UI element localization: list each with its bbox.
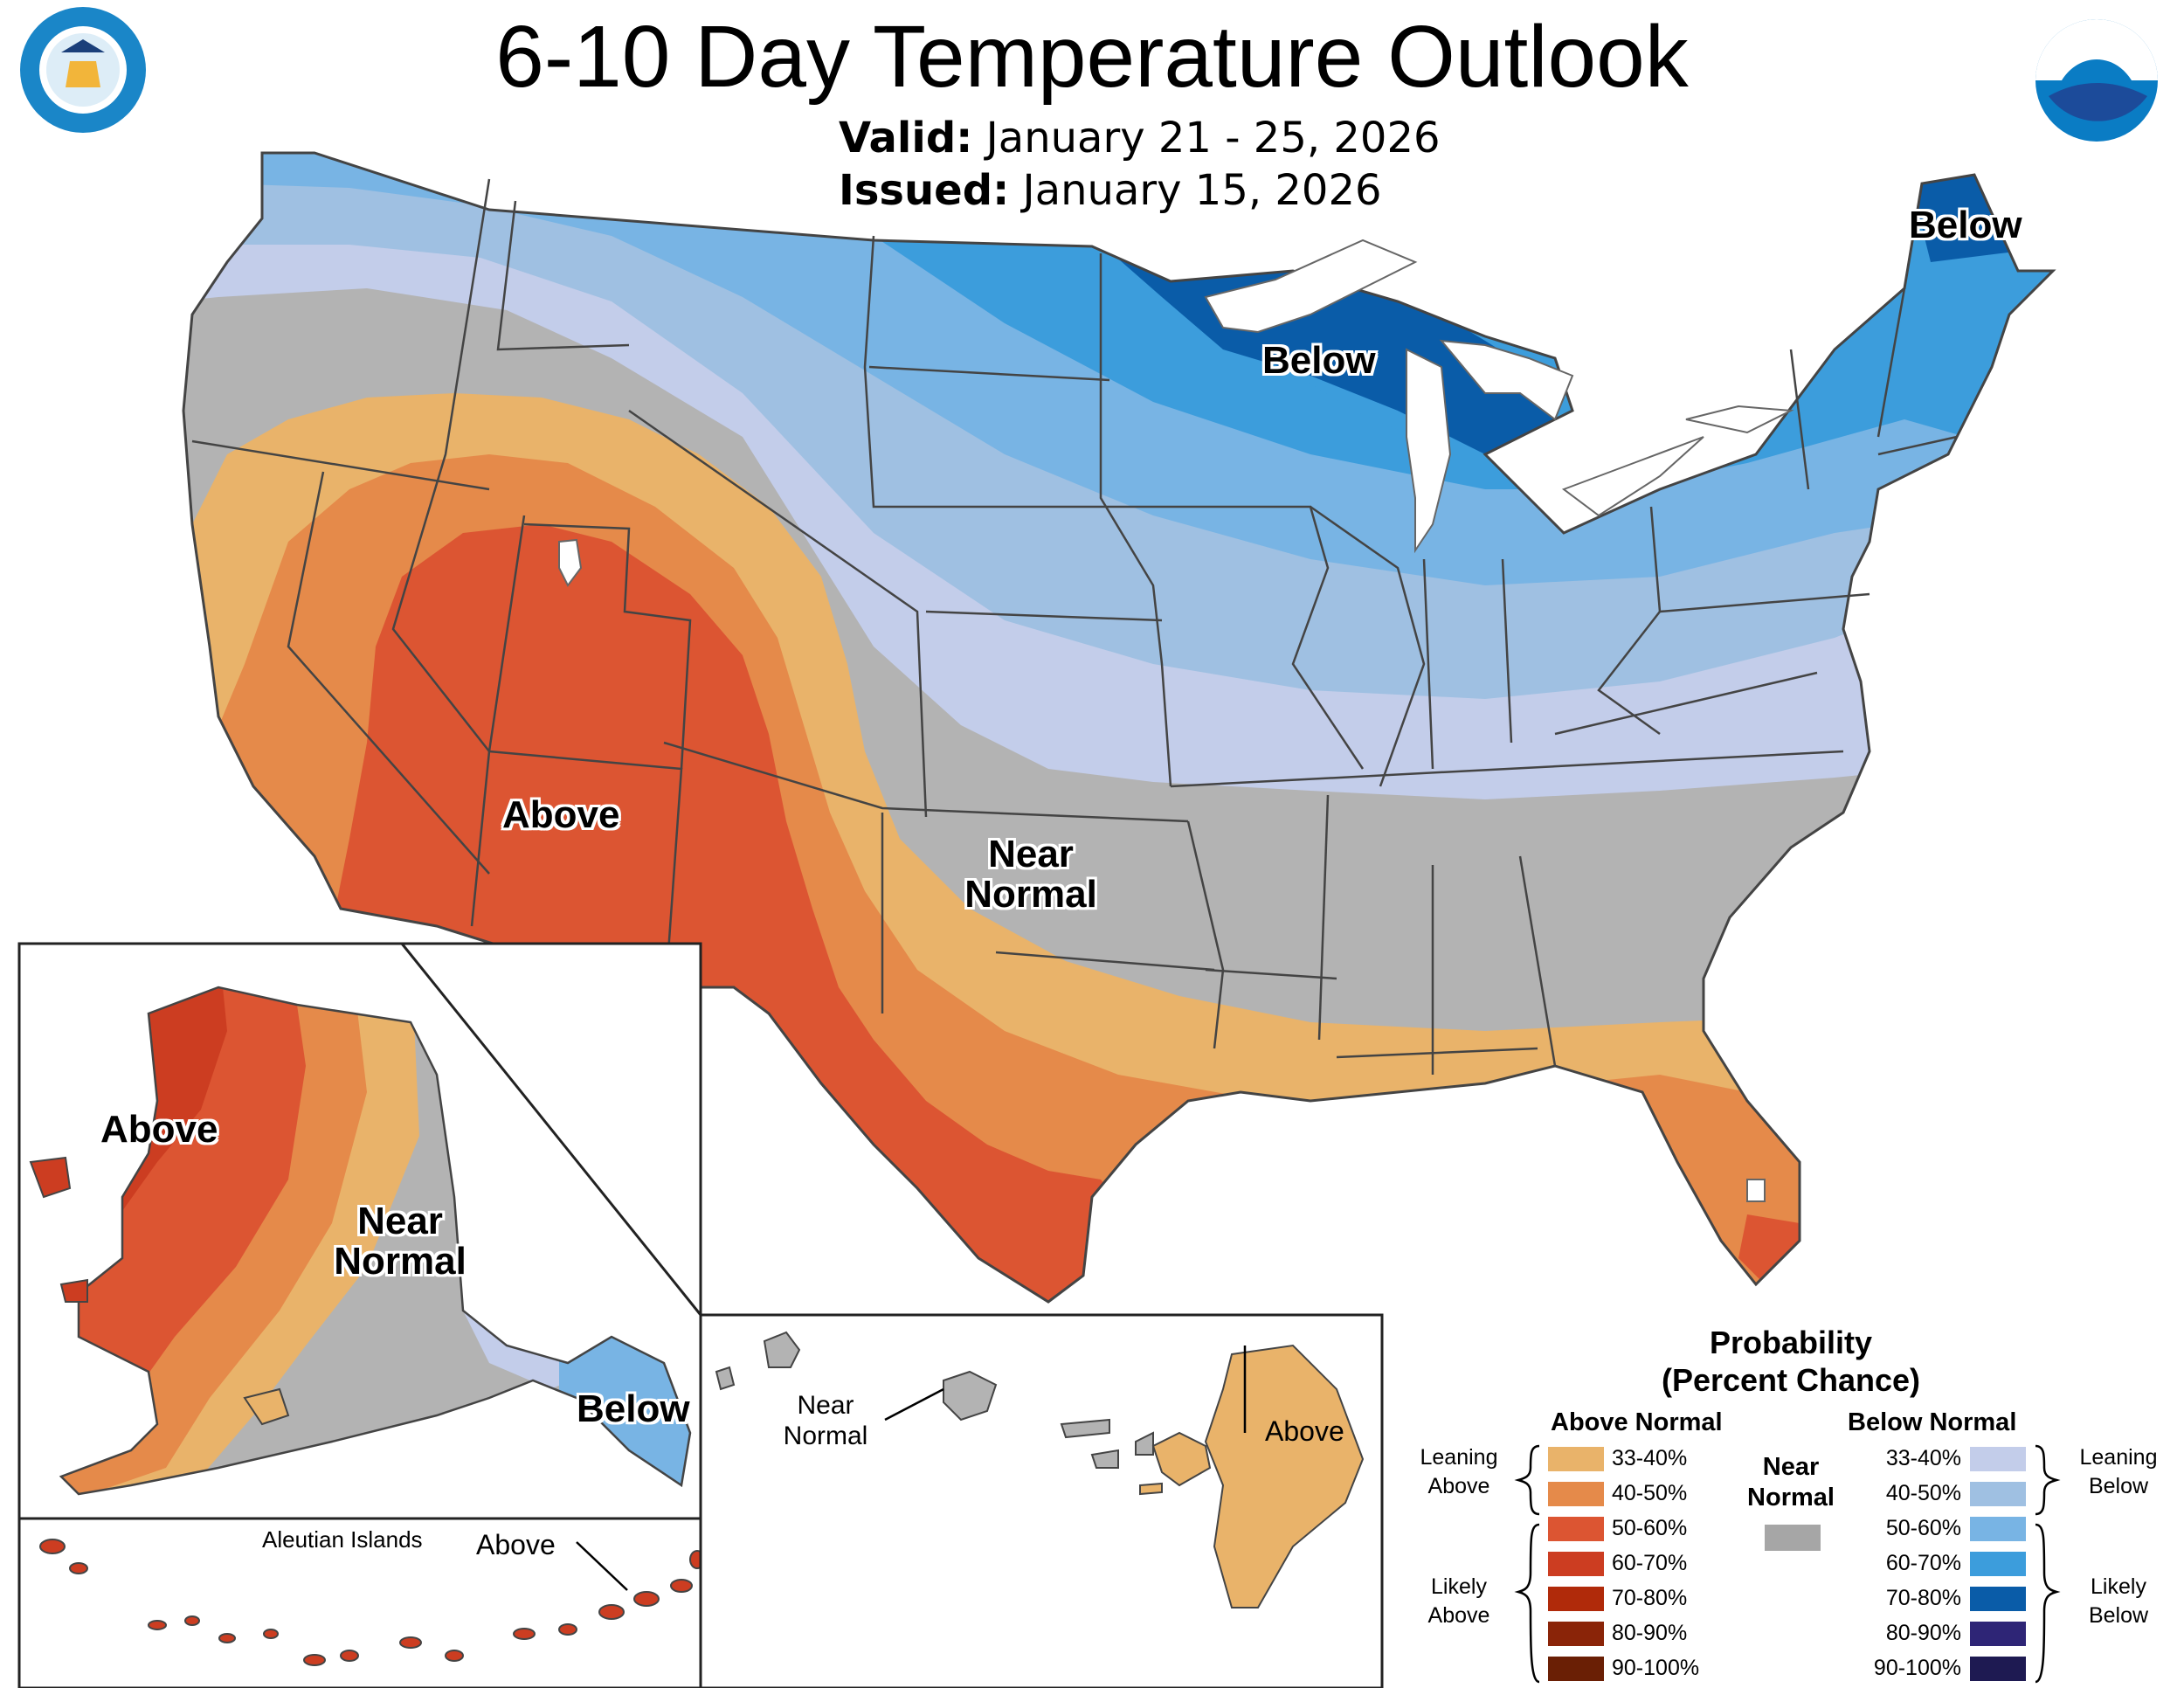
- above-swatch-1: [1548, 1482, 1604, 1506]
- above-swatch-5: [1548, 1622, 1604, 1646]
- conus-below-label-maine: Below: [1909, 204, 2022, 246]
- conus-state-lines: [182, 151, 2056, 1304]
- valid-line: Valid: January 21 - 25, 2026: [839, 114, 1441, 163]
- below-range-label-2: 50-60%: [1885, 1516, 1961, 1540]
- conus-below-label-michigan: Below: [1262, 339, 1376, 382]
- valid-label: Valid:: [839, 114, 973, 163]
- below-range-label-0: 33-40%: [1885, 1446, 1961, 1470]
- alaska-above-label: Above: [100, 1108, 218, 1151]
- above-range-label-1: 40-50%: [1612, 1481, 1688, 1505]
- hawaii-near-normal-label: Near Normal: [783, 1391, 868, 1450]
- legend-swatches: [1548, 1447, 2026, 1681]
- above-swatch-0: [1548, 1447, 1604, 1471]
- legend-title-line1: Probability: [1709, 1325, 1873, 1360]
- above-range-label-0: 33-40%: [1612, 1446, 1688, 1470]
- below-range-label-6: 90-100%: [1873, 1656, 1961, 1680]
- issued-date: January 15, 2026: [1022, 166, 1382, 215]
- above-swatch-2: [1548, 1517, 1604, 1541]
- alaska-below-label: Below: [577, 1387, 690, 1430]
- legend-title: Probability (Percent Chance): [1538, 1324, 2044, 1399]
- above-range-label-4: 70-80%: [1612, 1586, 1688, 1610]
- leaning-below-label: Leaning Below: [2079, 1445, 2158, 1498]
- legend-below-header: Below Normal: [1848, 1408, 2017, 1436]
- above-range-label-6: 90-100%: [1612, 1656, 1700, 1680]
- likely-below-label: Likely Below: [2088, 1574, 2149, 1628]
- below-swatch-3: [1970, 1552, 2026, 1576]
- below-swatch-6: [1970, 1657, 2026, 1681]
- hawaii-inset: [699, 1313, 1384, 1688]
- near-normal-swatch: [1765, 1525, 1821, 1551]
- issued-line: Issued: January 15, 2026: [839, 166, 1382, 215]
- aleutian-islands-title: Aleutian Islands: [262, 1526, 423, 1553]
- below-swatch-0: [1970, 1447, 2026, 1471]
- alaska-near-normal-label: Near Normal: [334, 1200, 467, 1283]
- above-swatch-3: [1548, 1552, 1604, 1576]
- above-range-label-3: 60-70%: [1612, 1551, 1688, 1575]
- above-range-label-5: 80-90%: [1612, 1621, 1688, 1645]
- above-range-label-2: 50-60%: [1612, 1516, 1688, 1540]
- hawaii-above-label: Above: [1265, 1415, 1344, 1447]
- below-range-label-4: 70-80%: [1885, 1586, 1961, 1610]
- below-range-label-3: 60-70%: [1885, 1551, 1961, 1575]
- alaska-inset: [17, 942, 705, 1688]
- valid-dates: January 21 - 25, 2026: [985, 114, 1441, 163]
- below-swatch-4: [1970, 1587, 2026, 1611]
- below-range-label-1: 40-50%: [1885, 1481, 1961, 1505]
- below-swatch-5: [1970, 1622, 2026, 1646]
- great-lakes: [558, 239, 1794, 1202]
- below-swatch-1: [1970, 1482, 2026, 1506]
- legend-brackets: [1514, 1444, 2061, 1684]
- conus-near-normal-label: Near Normal: [964, 833, 1097, 917]
- conus-above-label: Above: [502, 793, 620, 836]
- below-swatch-2: [1970, 1517, 2026, 1541]
- page-title: 6-10 Day Temperature Outlook: [495, 8, 1689, 106]
- likely-above-label: Likely Above: [1427, 1574, 1490, 1628]
- legend-near-normal-label: Near Normal: [1747, 1453, 1835, 1512]
- noaa-logo: [2035, 19, 2158, 142]
- above-swatch-6: [1548, 1657, 1604, 1681]
- above-swatch-4: [1548, 1587, 1604, 1611]
- aleutian-above-label: Above: [476, 1529, 556, 1560]
- below-range-label-5: 80-90%: [1885, 1621, 1961, 1645]
- doc-seal-logo: [20, 7, 146, 133]
- legend-above-header: Above Normal: [1551, 1408, 1723, 1436]
- issued-label: Issued:: [839, 166, 1010, 215]
- legend-title-line2: (Percent Chance): [1661, 1362, 1921, 1399]
- leaning-above-label: Leaning Above: [1420, 1445, 1498, 1498]
